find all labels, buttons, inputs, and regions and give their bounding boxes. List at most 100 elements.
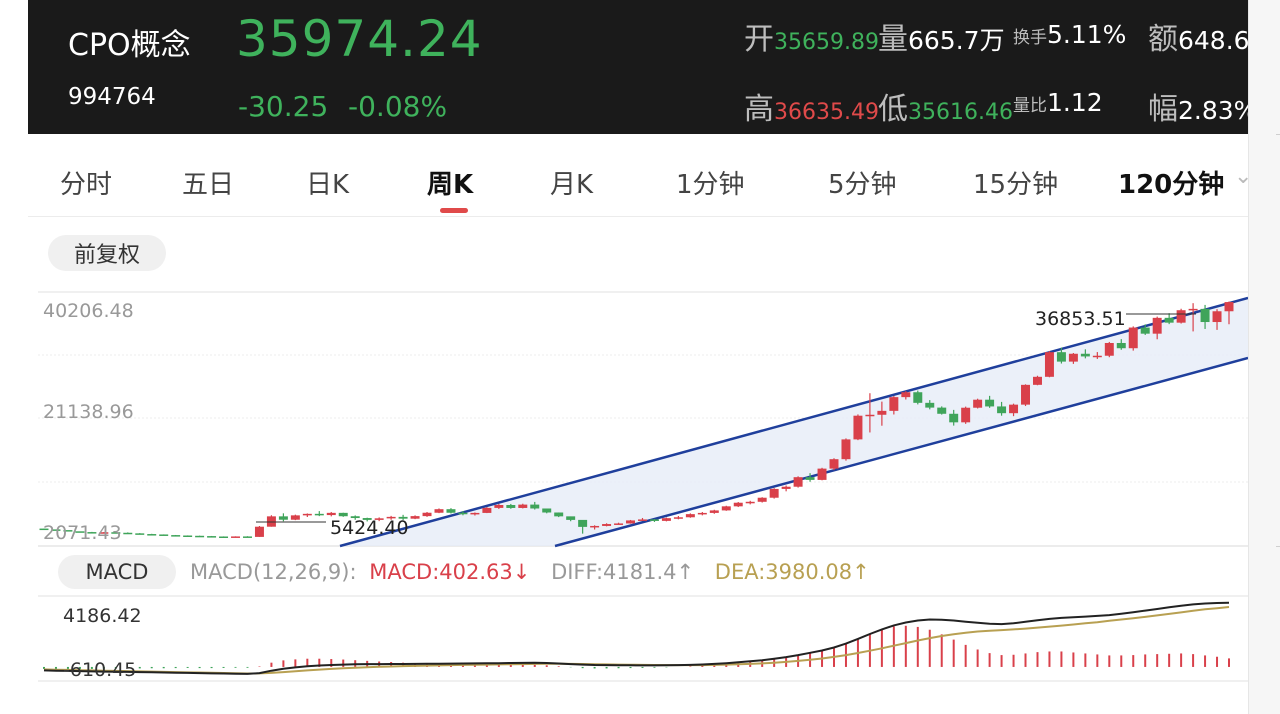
candle	[661, 518, 671, 521]
candle	[314, 513, 324, 516]
kline-chart[interactable]: 40206.48 21138.96 2071.43 36853.51 5424.…	[0, 0, 1248, 714]
price-axis-min: 2071.43	[43, 522, 122, 544]
candle	[769, 488, 779, 498]
candle	[1176, 310, 1186, 323]
candle	[410, 516, 420, 519]
candle	[602, 524, 612, 526]
tab-15min[interactable]: 15分钟	[973, 170, 1059, 200]
tab-120min[interactable]: 120分钟	[1118, 170, 1225, 200]
candle	[1092, 355, 1102, 358]
active-tab-indicator	[440, 208, 468, 213]
candle	[721, 506, 731, 511]
adjust-mode-button[interactable]: 前复权	[48, 235, 166, 271]
candle	[709, 510, 719, 513]
macd-axis-max: 4186.42	[63, 605, 142, 627]
candle	[793, 477, 803, 487]
tab-intraday[interactable]: 分时	[60, 170, 113, 200]
tab-five-day[interactable]: 五日	[182, 170, 235, 200]
candle	[626, 520, 636, 524]
stat-open: 开35659.89	[744, 22, 879, 57]
candle	[841, 439, 851, 460]
candle	[135, 533, 145, 535]
candle	[1188, 308, 1198, 311]
candle	[853, 415, 863, 440]
macd-indicator-button[interactable]: MACD	[58, 555, 176, 589]
candle	[1116, 342, 1126, 349]
candle	[231, 536, 241, 538]
candle	[147, 534, 157, 536]
candle	[697, 512, 707, 515]
candle	[1032, 376, 1042, 385]
low-marker-label: 5424.40	[330, 517, 409, 539]
candle	[159, 534, 169, 536]
macd-legend: MACD(12,26,9): MACD:402.63↓ DIFF:4181.4↑…	[190, 560, 870, 584]
channel-lower-line	[554, 356, 1248, 548]
candle	[374, 518, 384, 520]
candle	[1200, 308, 1210, 323]
tab-1min[interactable]: 1分钟	[676, 170, 745, 200]
candle	[985, 399, 995, 407]
tab-weekly-k[interactable]: 周K	[427, 170, 474, 200]
candle	[123, 532, 133, 535]
candle	[685, 514, 695, 518]
candle	[1152, 317, 1162, 334]
candle	[506, 504, 516, 508]
candle	[530, 504, 540, 509]
candle	[817, 468, 827, 480]
candle	[973, 399, 983, 408]
diff-value: DIFF:4181.4↑	[551, 560, 695, 584]
candle	[434, 509, 444, 513]
price-axis-max: 40206.48	[43, 300, 134, 322]
period-tabs: 分时 五日 日K 周K 月K 1分钟 5分钟 15分钟 120分钟 ⌄	[28, 134, 1252, 217]
candle	[470, 512, 480, 515]
tab-monthly-k[interactable]: 月K	[550, 170, 594, 200]
candle	[733, 502, 743, 507]
candle	[63, 530, 73, 532]
candle	[75, 531, 85, 533]
candle	[961, 407, 971, 423]
candle	[757, 497, 767, 502]
candle	[925, 402, 935, 408]
candle	[1104, 342, 1114, 356]
macd-histogram	[43, 625, 1230, 669]
candle	[254, 526, 264, 537]
macd-value: MACD:402.63↓	[369, 560, 531, 584]
stat-volume: 量665.7万	[878, 22, 1005, 57]
candle	[362, 518, 372, 520]
edge-mark	[1276, 546, 1280, 547]
candle	[590, 525, 600, 528]
candle	[1044, 352, 1054, 377]
dea-value: DEA:3980.08↑	[714, 560, 870, 584]
candle	[1128, 327, 1138, 349]
candle	[1021, 384, 1031, 405]
price-axis-mid: 21138.96	[43, 401, 134, 423]
chevron-down-icon[interactable]: ⌄	[1234, 164, 1253, 189]
price-change-pct: -0.08%	[348, 90, 448, 123]
candle	[1140, 327, 1150, 334]
candle	[542, 508, 552, 513]
candle	[949, 413, 959, 423]
candle	[913, 392, 923, 403]
candle	[781, 486, 791, 489]
stat-amount: 额648.6	[1148, 22, 1248, 57]
candle	[446, 509, 456, 513]
candle	[111, 532, 121, 534]
edge-mark	[1276, 134, 1280, 135]
candle	[518, 504, 528, 508]
candle	[889, 397, 899, 411]
candle	[338, 512, 348, 517]
candle	[566, 516, 576, 520]
candle	[219, 536, 229, 538]
tab-5min[interactable]: 5分钟	[828, 170, 897, 200]
index-name: CPO概念	[68, 28, 191, 63]
candle	[1009, 404, 1019, 414]
stat-turnover: 换手5.11%	[1013, 20, 1127, 49]
candle	[877, 410, 887, 415]
high-marker-label: 36853.51	[1035, 308, 1126, 330]
candle	[278, 516, 288, 520]
candle	[1056, 352, 1066, 362]
tab-daily-k[interactable]: 日K	[306, 170, 350, 200]
index-code: 994764	[68, 84, 156, 110]
quote-header: CPO概念 994764 35974.24 -30.25 -0.08% 开356…	[28, 0, 1248, 134]
macd-params: MACD(12,26,9):	[190, 560, 357, 584]
